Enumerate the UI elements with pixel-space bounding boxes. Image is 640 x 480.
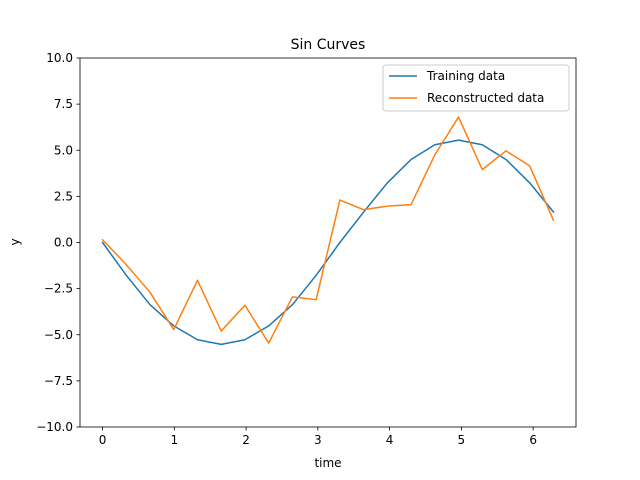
series-line-0 [101,139,555,346]
legend-label-1: Reconstructed data [427,91,544,105]
legend: Training data Reconstructed data [382,64,570,112]
x-tick-label: 1 [170,433,178,447]
y-tick-label: −2.5 [44,282,73,296]
x-tick-label: 5 [458,433,466,447]
y-tick-label: 7.5 [54,97,73,111]
x-tick-label: 3 [314,433,322,447]
x-axis-label: time [314,456,341,470]
y-tick-label: −10.0 [36,420,73,434]
y-tick-label: −7.5 [44,374,73,388]
y-tick-label: 2.5 [54,189,73,203]
y-tick-label: 10.0 [46,51,73,65]
y-axis-label: y [8,238,22,245]
legend-box [382,64,570,112]
ticks: 0 1 2 3 4 5 6 −10.0 −7.5 −5.0 −2.5 0.0 2.5 5.0 7.5 10.0 [36,51,537,447]
y-tick-label: 5.0 [54,143,73,157]
chart-title: Sin Curves [291,37,366,53]
legend-label-0: Training data [426,69,505,83]
x-tick-label: 2 [242,433,250,447]
x-tick-label: 6 [529,433,537,447]
x-tick-label: 0 [99,433,107,447]
plot-lines [101,116,555,346]
series-line-1 [101,116,555,344]
y-tick-label: 0.0 [54,236,73,250]
x-tick-label: 4 [386,433,394,447]
y-tick-label: −5.0 [44,328,73,342]
